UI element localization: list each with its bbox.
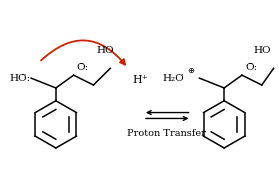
Text: H⁺: H⁺ — [132, 75, 148, 85]
Text: H₂Ö: H₂Ö — [163, 74, 184, 83]
Text: HO: HO — [253, 47, 271, 56]
Text: ⊕: ⊕ — [187, 66, 194, 75]
Text: Ö:: Ö: — [77, 63, 89, 72]
Text: Ö:: Ö: — [245, 63, 257, 72]
FancyArrowPatch shape — [41, 40, 125, 65]
Text: Proton Transfer: Proton Transfer — [127, 129, 206, 138]
Text: HO: HO — [97, 47, 114, 56]
Text: HÖ:: HÖ: — [9, 74, 30, 83]
